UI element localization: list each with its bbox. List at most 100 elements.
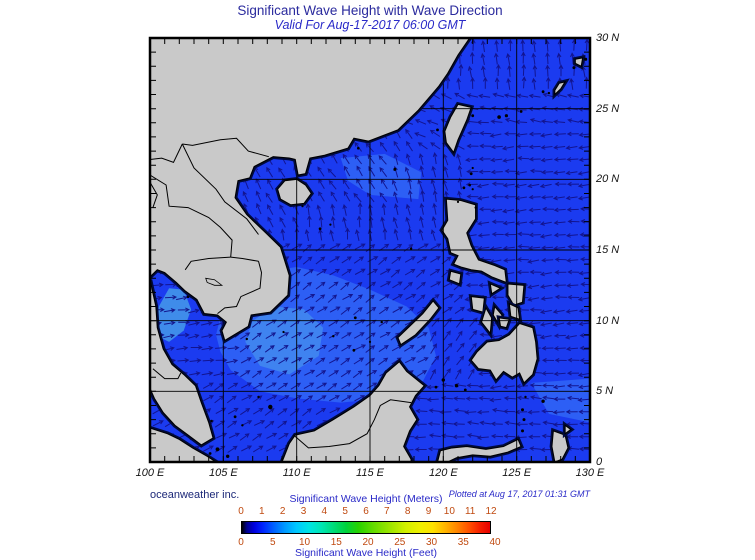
islet: [521, 429, 524, 433]
meters-tick-9: 9: [425, 506, 432, 517]
meters-tick-7: 7: [384, 506, 390, 517]
islet: [301, 205, 304, 208]
islet: [409, 247, 413, 250]
landmass-amami: [574, 57, 584, 68]
border-laos-cambodia: [230, 256, 259, 262]
islet: [504, 114, 508, 118]
islet: [393, 167, 397, 171]
islet: [233, 415, 237, 419]
feet-tick-40: 40: [489, 537, 501, 548]
islet: [436, 128, 439, 132]
wave-patch-gulf-thailand-lighter: [154, 288, 192, 342]
lon-label-120E: 120 E: [428, 467, 458, 479]
meters-tick-3: 3: [300, 506, 307, 517]
credit-plotted-at: Plotted at Aug 17, 2017 01:31 GMT: [448, 489, 590, 499]
map-frame: [148, 36, 592, 464]
islet: [584, 57, 588, 61]
islet: [522, 418, 526, 422]
feet-tick-5: 5: [269, 537, 276, 548]
legend-title-meters: Significant Wave Height (Meters): [289, 493, 443, 505]
islet: [454, 384, 459, 388]
lat-label-20N: 20 N: [596, 173, 620, 186]
landmass-palawan: [397, 300, 440, 346]
border-thailand-cambodia: [184, 256, 231, 271]
meters-tick-1: 1: [259, 506, 265, 517]
islet: [215, 447, 220, 452]
feet-tick-35: 35: [457, 537, 469, 548]
islet: [257, 395, 260, 399]
credit-oceanweather: oceanweather inc.: [150, 489, 240, 501]
landmass-mainland-asia: [150, 38, 471, 342]
border-malaysia-thailand: [152, 368, 182, 380]
legend-title-feet: Significant Wave Height (Feet): [294, 547, 437, 559]
landmass-panay: [470, 295, 486, 313]
feet-tick-25: 25: [394, 537, 406, 548]
border-laos-vietnam: [181, 143, 259, 235]
wave-patch-central-scs-lightest: [245, 306, 324, 375]
islet: [318, 227, 322, 231]
meters-tick-5: 5: [342, 506, 348, 517]
landmass-masbate: [489, 283, 502, 295]
landmass-luzon: [441, 198, 508, 284]
lat-label-30N: 30 N: [596, 32, 620, 44]
landmass-mindanao: [470, 322, 538, 384]
meters-tick-4: 4: [321, 506, 328, 517]
landmass-taiwan: [444, 103, 472, 154]
lat-label-25N: 25 N: [596, 102, 620, 115]
islet: [456, 200, 460, 203]
islet: [282, 330, 285, 334]
islet: [245, 337, 248, 341]
islet: [357, 146, 360, 150]
islet: [541, 399, 545, 403]
islet: [521, 408, 524, 412]
islet: [352, 348, 356, 352]
border-china-laos: [150, 143, 183, 164]
islet: [474, 206, 477, 209]
lon-label-130E: 130 E: [575, 467, 605, 479]
islet: [497, 115, 501, 119]
border-borneo: [293, 399, 412, 449]
meters-tick-8: 8: [404, 506, 411, 517]
island-landmasses: [150, 54, 588, 462]
islet: [572, 66, 576, 70]
lon-label-110E: 110 E: [282, 467, 311, 479]
landmass-samar: [507, 283, 525, 306]
islet: [210, 419, 213, 423]
islet: [241, 424, 244, 427]
landmass-sumatra: [150, 427, 218, 462]
feet-tick-0: 0: [238, 537, 244, 548]
islet: [519, 110, 523, 113]
feet-tick-10: 10: [298, 537, 311, 548]
landmass-mindoro: [448, 270, 462, 285]
page-title: Significant Wave Height with Wave Direct…: [237, 3, 503, 18]
meters-tick-11: 11: [464, 506, 476, 517]
landmass-okinawa: [554, 80, 567, 96]
islet: [226, 454, 230, 458]
feet-tick-30: 30: [425, 537, 438, 548]
islet: [463, 388, 467, 392]
lon-label-105E: 105 E: [208, 467, 238, 479]
islet: [208, 452, 212, 455]
meters-tick-12: 12: [485, 506, 497, 517]
landmass-morotai: [564, 424, 572, 435]
islet: [524, 395, 527, 399]
lat-label-15N: 15 N: [596, 244, 620, 256]
lon-label-100E: 100 E: [135, 467, 165, 479]
meters-tick-0: 0: [238, 506, 244, 517]
lat-label-0: 0: [596, 456, 603, 468]
islet: [353, 316, 357, 320]
lat-label-5N: 5 N: [596, 385, 614, 398]
meters-tick-6: 6: [363, 506, 369, 517]
lake-tonle-sap: [205, 277, 224, 286]
islet: [329, 223, 332, 226]
islet: [541, 90, 545, 94]
islet: [547, 91, 551, 95]
border-laos-thailand: [150, 174, 233, 258]
meters-tick-10: 10: [443, 506, 455, 517]
meters-tick-2: 2: [279, 506, 286, 517]
wave-patch-nw-luzon-lighter: [340, 153, 422, 200]
islet: [268, 404, 273, 410]
lat-label-10N: 10 N: [596, 314, 620, 327]
